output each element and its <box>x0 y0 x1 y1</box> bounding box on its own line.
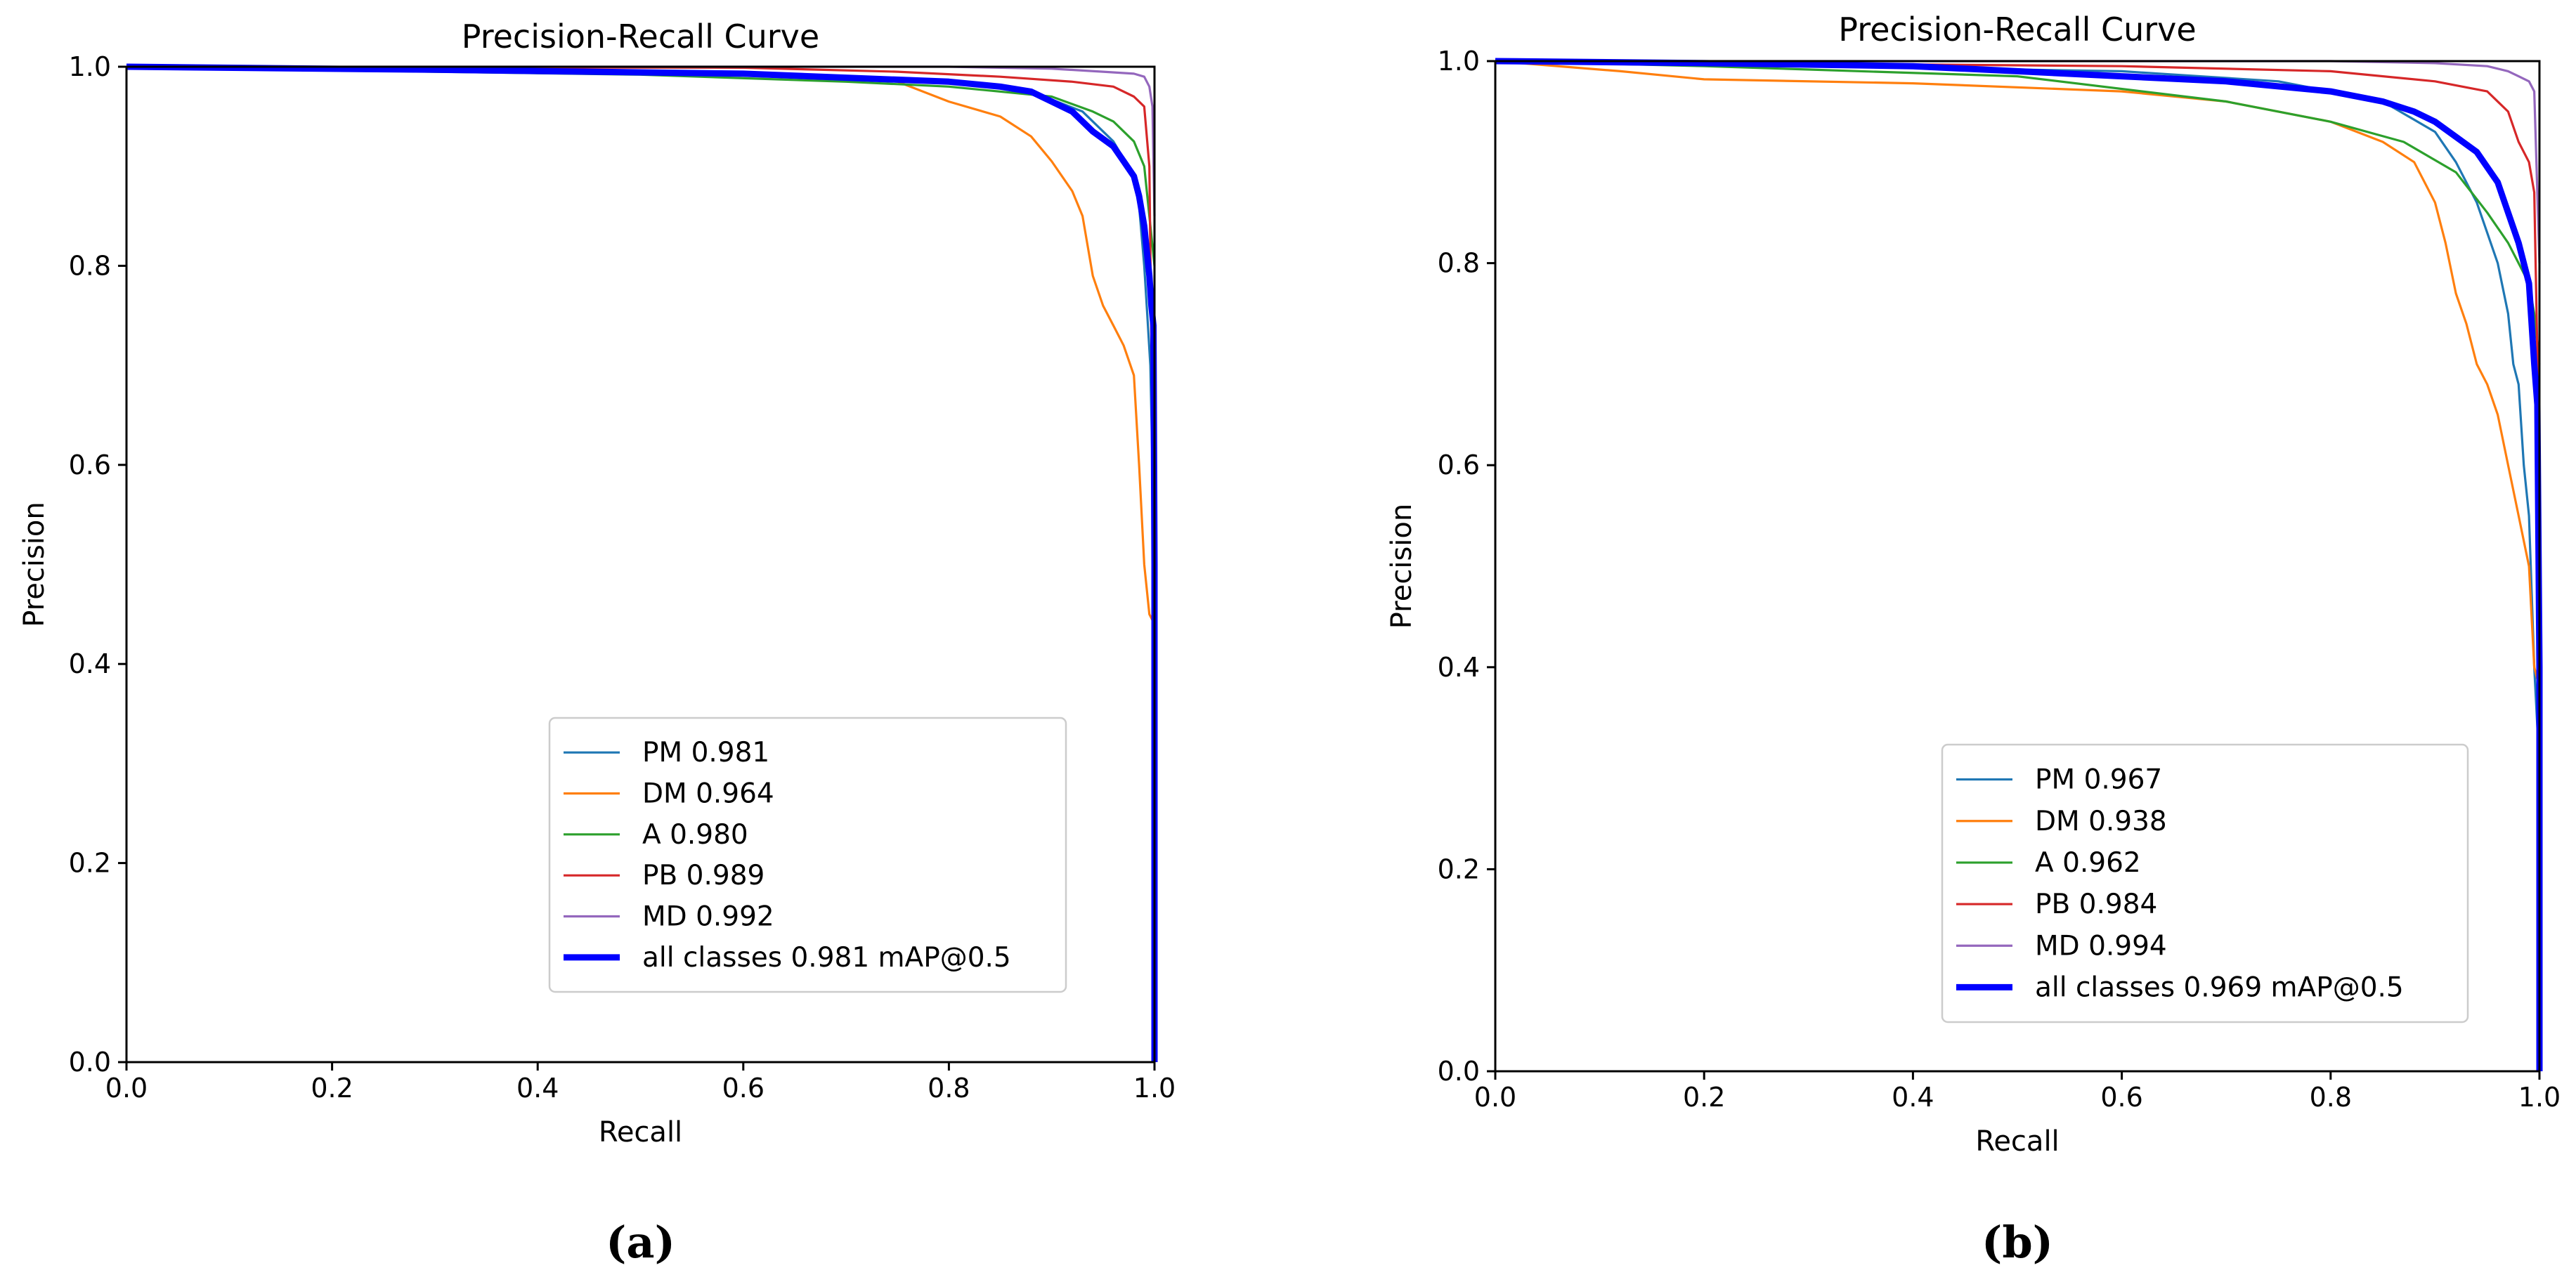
legend-label: MD 0.992 <box>642 901 774 933</box>
series-line-all <box>126 63 1158 1062</box>
series-line-md <box>1495 60 2541 263</box>
series-line-dm <box>1495 60 2541 688</box>
series-line-a <box>126 65 1156 266</box>
panel-caption: (b) <box>1982 1217 2053 1268</box>
y-tick-label: 0.8 <box>69 250 111 281</box>
x-tick-label: 0.6 <box>722 1073 765 1104</box>
legend-label: PB 0.984 <box>2035 889 2157 920</box>
legend-label: all classes 0.981 mAP@0.5 <box>642 942 1011 974</box>
y-axis-label: Precision <box>1386 504 1418 629</box>
x-tick-label: 0.2 <box>311 1073 353 1104</box>
x-tick-label: 1.0 <box>2518 1082 2561 1113</box>
y-tick-label: 1.0 <box>69 51 111 82</box>
y-tick-label: 0.2 <box>69 848 111 879</box>
y-tick-label: 1.0 <box>1438 46 1480 77</box>
series-line-all <box>1495 58 2543 1071</box>
series-line-pb <box>126 65 1156 615</box>
x-tick-label: 0.4 <box>516 1073 559 1104</box>
plot-frame <box>1494 60 2541 1073</box>
x-tick-label: 0.2 <box>1683 1082 1725 1113</box>
series-line-pb <box>1495 60 2541 466</box>
legend-label: PB 0.989 <box>642 860 765 891</box>
x-tick-label: 0.0 <box>105 1073 148 1104</box>
x-tick-label: 0.0 <box>1474 1082 1516 1113</box>
x-tick-label: 1.0 <box>1133 1073 1176 1104</box>
y-axis-label: Precision <box>18 502 51 627</box>
legend-label: DM 0.938 <box>2035 806 2167 837</box>
legend: PM 0.981 DM 0.964 A 0.980 PB 0.989 MD 0.992 a… <box>548 717 1067 993</box>
x-axis-label: Recall <box>599 1116 682 1149</box>
chart-title: Precision-Recall Curve <box>1838 11 2196 48</box>
series-line-a <box>1495 60 2541 365</box>
panel-b: Precision-Recall Curve 0.0 0.2 0.4 0.6 0.8 1.0… <box>1386 11 2561 1268</box>
legend-label: all classes 0.969 mAP@0.5 <box>2035 972 2404 1003</box>
y-tick-label: 0.2 <box>1438 853 1480 884</box>
y-tick-label: 0.6 <box>1438 450 1480 480</box>
legend-label: DM 0.964 <box>642 778 774 810</box>
legend-label: MD 0.994 <box>2035 930 2167 962</box>
legend-label: A 0.962 <box>2035 847 2141 879</box>
legend-box <box>1941 743 2469 1023</box>
x-tick-label: 0.6 <box>2100 1082 2142 1113</box>
legend-label: PM 0.981 <box>642 737 769 768</box>
x-tick-label: 0.8 <box>2310 1082 2352 1113</box>
y-tick-label: 0.6 <box>69 450 111 480</box>
legend: PM 0.967 DM 0.938 A 0.962 PB 0.984 MD 0.994 a… <box>1941 743 2469 1023</box>
series-line-pm <box>1495 60 2541 768</box>
plot-frame <box>125 65 1156 1064</box>
chart-title: Precision-Recall Curve <box>462 18 819 55</box>
series-line-dm <box>126 65 1156 625</box>
panel-caption: (a) <box>606 1217 675 1268</box>
panel-a: Precision-Recall Curve 0.0 0.2 0.4 0.6 0.8 1.0… <box>18 18 1176 1268</box>
x-axis-label: Recall <box>1975 1125 2059 1158</box>
y-tick-label: 0.4 <box>69 648 111 679</box>
x-tick-label: 0.4 <box>1892 1082 1934 1113</box>
legend-label: A 0.980 <box>642 819 748 851</box>
y-tick-label: 0.4 <box>1438 652 1480 683</box>
legend-box <box>548 717 1067 993</box>
y-tick-label: 0.0 <box>1438 1056 1480 1087</box>
x-tick-label: 0.8 <box>928 1073 970 1104</box>
y-tick-label: 0.0 <box>69 1047 111 1078</box>
legend-label: PM 0.967 <box>2035 764 2162 796</box>
y-tick-label: 0.8 <box>1438 248 1480 279</box>
